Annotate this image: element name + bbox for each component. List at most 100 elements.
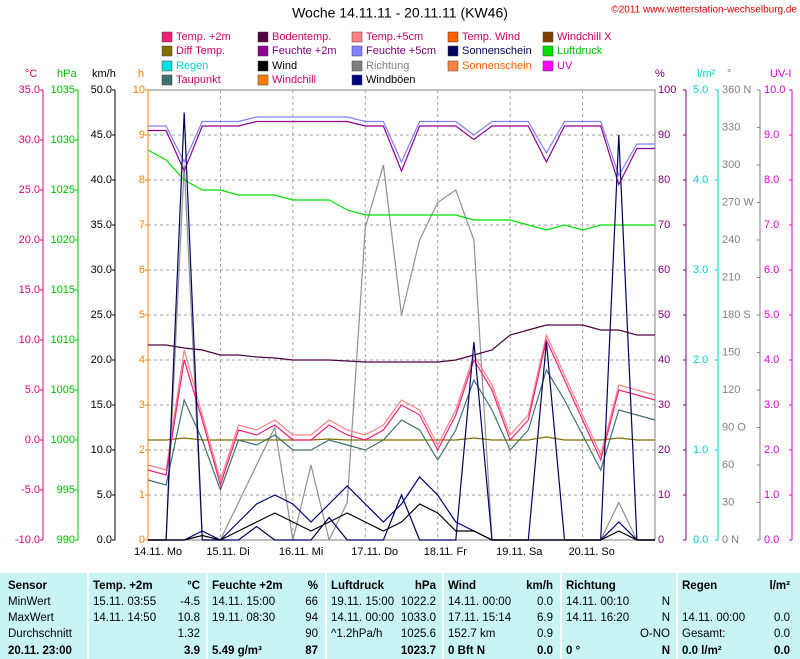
tick-label: 210 (722, 271, 740, 283)
table-cell: hPa (415, 580, 437, 592)
tick-label: 10 (658, 489, 670, 501)
table-cell: 0 ° (566, 645, 581, 657)
table-cell: 20.11. 23:00 (8, 645, 72, 657)
series-line (147, 338, 656, 488)
table-cell: 1025.6 (401, 628, 436, 640)
tick-label: 1005 (51, 384, 75, 396)
series-line (148, 324, 655, 363)
tick-label: 2 (139, 444, 145, 456)
tick-label: 180 S (722, 309, 751, 321)
tick-label: 4.0 (693, 174, 708, 186)
tick-label: 20 (658, 444, 670, 456)
series-line (148, 116, 655, 177)
legend-swatch (257, 45, 269, 57)
table-cell: 15.11. 03:55 (93, 596, 156, 608)
tick-label: 1010 (51, 334, 75, 346)
table-cell: l/m² (770, 580, 791, 592)
table-cell: 5.49 g/m³ (212, 645, 262, 657)
table-cell: 1023.7 (401, 645, 436, 657)
table-cell: O-NO (640, 628, 670, 640)
table-cell: 0.0 l/m² (682, 645, 722, 657)
table-cell: MaxWert (8, 612, 55, 624)
table-cell: 0.0 (537, 596, 553, 608)
x-tick-label: 18.11. Fr (424, 546, 468, 558)
series-line (147, 368, 656, 492)
legend-swatch (257, 60, 269, 72)
x-tick-label: 15.11. Di (206, 546, 249, 558)
legend-swatch (542, 45, 554, 57)
stats-table: Sensor Temp. +2m °C Feuchte +2m% Luftdruck hP… (8, 573, 790, 659)
table-cell: -4.5 (180, 596, 200, 608)
tick-label: 20.0 (91, 354, 112, 366)
tick-label: 50 (658, 309, 670, 321)
legend-label: Taupunkt (176, 74, 221, 86)
table-cell: 87 (305, 645, 318, 657)
tick-label: 5.0 (97, 489, 112, 501)
tick-label: 150 (722, 346, 740, 358)
tick-label: 5.0 (693, 84, 708, 96)
tick-label: 9.0 (764, 129, 779, 141)
tick-label: 2.0 (693, 354, 708, 366)
series-line (147, 333, 656, 483)
legend-swatch (447, 60, 459, 72)
tick-label: 15.0 (91, 399, 112, 411)
tick-label: 15.0 (19, 284, 40, 296)
tick-label: 8 (139, 174, 145, 186)
table-cell: % (308, 580, 318, 592)
axis-unit: UV-I (770, 68, 791, 80)
tick-label: 50.0 (91, 84, 112, 96)
axis-unit: h (138, 68, 144, 80)
tick-label: 5.0 (25, 384, 40, 396)
tick-label: 5.0 (764, 309, 779, 321)
axis-unit: % (655, 68, 665, 80)
legend-swatch (351, 31, 363, 43)
tick-label: 0 N (722, 534, 739, 546)
tick-label: 20.0 (19, 234, 40, 246)
tick-label: 1000 (51, 434, 75, 446)
table-cell: 14.11. 00:10 (566, 596, 629, 608)
table-cell: 14.11. 14:50 (93, 612, 156, 624)
legend-swatch (447, 45, 459, 57)
legend-label: Temp. +2m (176, 31, 231, 43)
table-cell: Gesamt: (682, 628, 725, 640)
table-cell: 0.0 (774, 645, 790, 657)
legend-label: Windböen (366, 74, 416, 86)
tick-label: 10 (133, 84, 145, 96)
legend-label: Regen (176, 60, 208, 72)
tick-label: 6.0 (764, 264, 779, 276)
tick-label: 1 (139, 489, 145, 501)
table-cell: 94 (305, 612, 318, 624)
table-cell: 1.32 (178, 628, 200, 640)
tick-label: 1030 (51, 134, 75, 146)
legend-swatch (542, 60, 554, 72)
tick-label: 5 (139, 309, 145, 321)
tick-label: 240 (722, 234, 740, 246)
legend-swatch (542, 31, 554, 43)
table-cell: N (662, 645, 670, 657)
table-cell: 14.11. 00:00 (448, 596, 511, 608)
axis-unit: ° (727, 68, 731, 80)
axis-unit: hPa (57, 68, 77, 80)
tick-label: 3 (139, 399, 145, 411)
table-cell: ^1.2hPa/h (331, 628, 382, 640)
tick-label: 3.0 (764, 399, 779, 411)
tick-label: 40 (658, 354, 670, 366)
tick-label: 0 (139, 534, 145, 546)
tick-label: 100 (658, 84, 676, 96)
tick-label: 8.0 (764, 174, 779, 186)
tick-label: 30 (722, 496, 734, 508)
tick-label: 60 (722, 459, 734, 471)
table-cell: Regen (682, 580, 717, 592)
series-line (148, 120, 655, 187)
legend-swatch (161, 60, 173, 72)
table-cell: 0.0 (537, 645, 553, 657)
legend-label: Wind (272, 60, 297, 72)
tick-label: 35.0 (19, 84, 40, 96)
tick-label: 0.0 (693, 534, 708, 546)
tick-label: 25.0 (19, 184, 40, 196)
table-cell: 14.11. 16:20 (566, 612, 629, 624)
tick-label: 7.0 (764, 219, 779, 231)
tick-label: 120 (722, 384, 740, 396)
table-cell: 90 (305, 628, 318, 640)
